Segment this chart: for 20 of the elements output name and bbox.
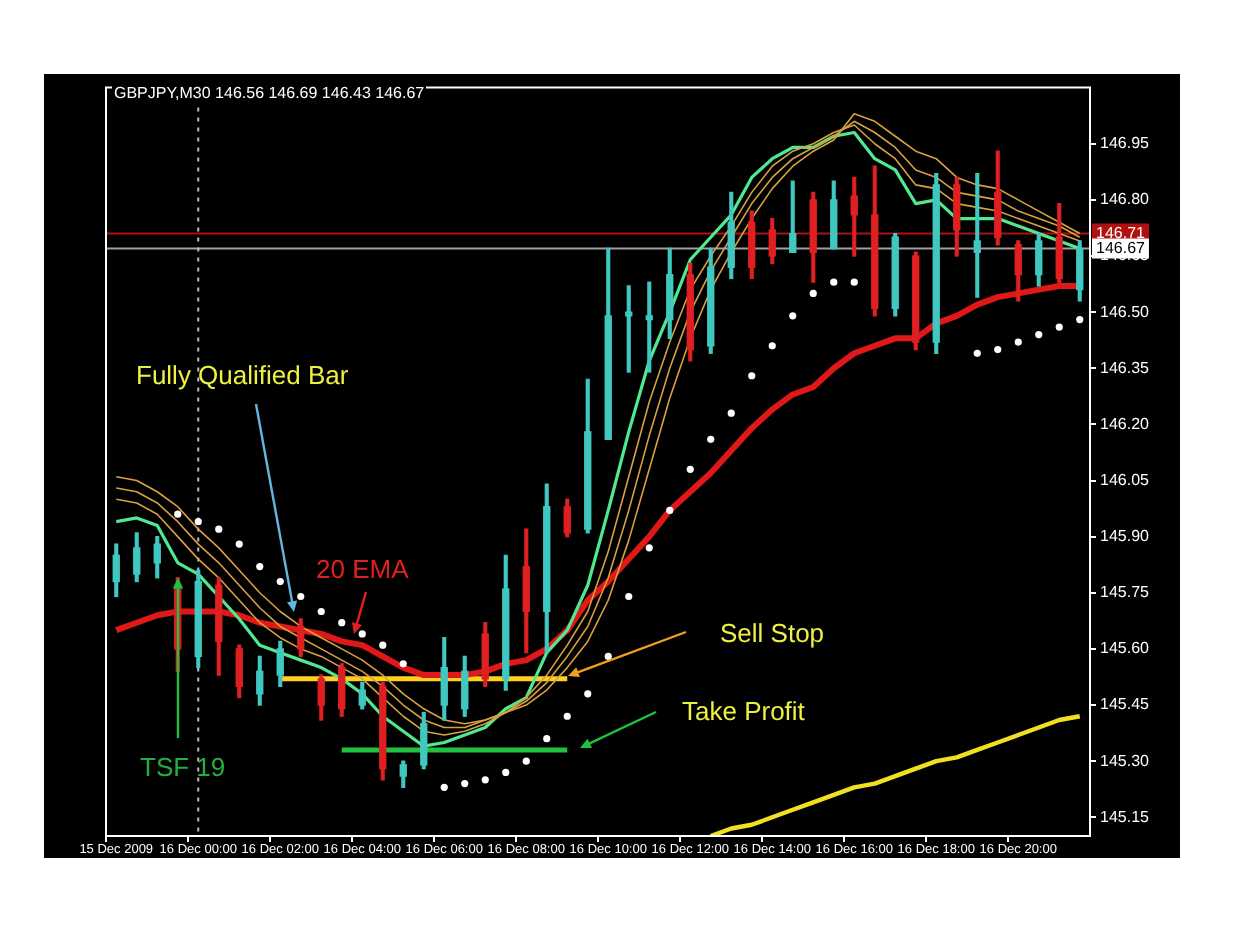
- ref-line-label: 146.67: [1096, 238, 1147, 257]
- ref-line-label: 146.71: [1096, 223, 1147, 242]
- y-tick-label: 146.80: [1100, 190, 1151, 209]
- y-tick-label: 145.45: [1100, 695, 1151, 714]
- y-tick-label: 146.20: [1100, 414, 1151, 433]
- y-tick-label: 145.15: [1100, 807, 1151, 826]
- annotation: Fully Qualified Bar: [136, 360, 349, 390]
- annotation: Sell Stop: [720, 618, 825, 648]
- annotation: 20 EMA: [316, 554, 409, 584]
- y-tick-label: 145.60: [1100, 639, 1151, 658]
- y-tick-label: 145.75: [1100, 583, 1151, 602]
- annotation: TSF 19: [140, 752, 226, 782]
- y-tick-label: 146.50: [1100, 302, 1151, 321]
- chart-title: GBPJPY,M30 146.56 146.69 146.43 146.67: [112, 84, 427, 102]
- y-tick-label: 146.05: [1100, 470, 1151, 489]
- y-tick-label: 146.95: [1100, 134, 1151, 153]
- y-tick-label: 146.35: [1100, 358, 1151, 377]
- y-tick-label: 145.30: [1100, 751, 1151, 770]
- y-tick-label: 145.90: [1100, 527, 1151, 546]
- annotation: Take Profit: [682, 696, 805, 726]
